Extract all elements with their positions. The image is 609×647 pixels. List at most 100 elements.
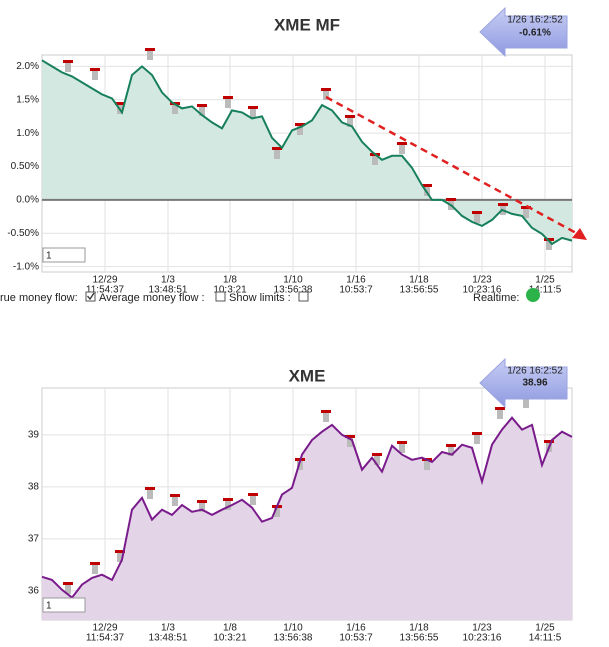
checkbox[interactable] [85, 291, 96, 302]
event-flag [372, 453, 382, 456]
event-flag [145, 48, 155, 51]
checkbox[interactable] [298, 291, 309, 302]
trend-arrowhead [572, 228, 587, 240]
x-tick-label: 1/23 [472, 623, 492, 634]
event-flag [272, 147, 282, 150]
x-tick-label: 1/16 [346, 623, 366, 634]
event-flag [321, 88, 331, 91]
event-flag-stem [297, 460, 303, 470]
event-flag [197, 500, 207, 503]
y-tick-label: 1.5% [16, 94, 39, 105]
y-tick-label: 36 [28, 586, 40, 597]
badge-date: 1/26 16:2:52 [507, 366, 563, 377]
chart-title: XME [289, 366, 326, 385]
y-tick-label: 39 [28, 429, 40, 440]
event-flag-stem [347, 437, 353, 447]
realtime-indicator[interactable] [526, 288, 540, 302]
event-flag-stem [399, 443, 405, 453]
x-tick-label: 1/18 [409, 623, 429, 634]
x-tick-label: 1/25 [535, 275, 555, 286]
event-flag-stem [424, 460, 430, 470]
event-flag [248, 106, 258, 109]
x-tick-time: 10:23:16 [463, 285, 502, 296]
control-label: Realtime: [473, 292, 519, 304]
event-flag-stem [250, 495, 256, 505]
x-tick-time: 14:11:5 [529, 633, 562, 644]
event-flag-stem [274, 149, 280, 159]
x-tick-label: 1/8 [223, 623, 237, 634]
event-flag-stem [323, 90, 329, 100]
event-flag-stem [92, 564, 98, 574]
event-flag [446, 444, 456, 447]
y-tick-label: 0.0% [16, 195, 39, 206]
event-flag-stem [147, 50, 153, 60]
y-tick-label: 0.50% [11, 161, 39, 172]
event-flag [90, 562, 100, 565]
x-tick-time: 11:54:37 [86, 285, 125, 296]
x-tick-time: 13:56:55 [400, 285, 439, 296]
event-flag [223, 498, 233, 501]
event-flag [472, 432, 482, 435]
y-tick-label: -1.0% [13, 261, 39, 272]
y-tick-label: 2.0% [16, 61, 39, 72]
event-flag [397, 142, 407, 145]
x-tick-label: 1/18 [409, 275, 429, 286]
input-value[interactable]: 1 [46, 601, 52, 612]
x-tick-time: 13:56:55 [400, 633, 439, 644]
event-flag-stem [448, 446, 454, 456]
x-tick-time: 10:3:21 [213, 633, 247, 644]
event-flag-stem [372, 155, 378, 165]
event-flag [295, 123, 305, 126]
control-label: Show limits : [229, 292, 291, 304]
event-flag [446, 198, 456, 201]
badge-shape [479, 357, 568, 409]
badge-value: -0.61% [519, 28, 551, 39]
event-flag-stem [523, 208, 529, 218]
event-flag [544, 238, 554, 241]
event-flag [397, 441, 407, 444]
event-flag-stem [225, 98, 231, 108]
input-box[interactable] [42, 597, 86, 613]
input-value[interactable]: 1 [46, 251, 52, 262]
x-tick-label: 1/8 [223, 275, 237, 286]
badge-date: 1/26 16:2:52 [507, 15, 563, 26]
x-tick-time: 13:56:38 [274, 633, 313, 644]
event-flag-stem [546, 240, 552, 250]
x-tick-time: 11:54:37 [86, 633, 125, 644]
x-tick-time: 10:3:21 [213, 285, 247, 296]
x-tick-time: 10:53:7 [339, 633, 373, 644]
y-tick-label: 1.0% [16, 128, 39, 139]
checkmark [87, 292, 95, 301]
event-flag [422, 184, 432, 187]
line [41, 59, 573, 246]
event-flag [248, 493, 258, 496]
event-flag-stem [399, 144, 405, 154]
x-tick-label: 12/29 [92, 275, 117, 286]
event-flag [472, 211, 482, 214]
event-flag-stem [172, 104, 178, 114]
x-tick-time: 10:53:7 [339, 285, 373, 296]
input-box[interactable] [42, 247, 86, 263]
x-tick-time: 10:23:16 [463, 633, 502, 644]
checkbox[interactable] [215, 291, 226, 302]
control-label: Average money flow : [99, 292, 205, 304]
event-flag [115, 102, 125, 105]
event-flag-stem [497, 409, 503, 419]
event-flag [345, 435, 355, 438]
x-tick-label: 1/16 [346, 275, 366, 286]
event-flag-stem [347, 117, 353, 127]
event-flag-stem [65, 584, 71, 594]
event-flag-stem [323, 412, 329, 422]
x-tick-label: 1/10 [283, 275, 303, 286]
event-flag [63, 582, 73, 585]
x-tick-label: 1/10 [283, 623, 303, 634]
event-flag [321, 410, 331, 413]
event-flag [115, 550, 125, 553]
event-flag-stem [65, 62, 71, 72]
event-flag [498, 203, 508, 206]
event-flag-stem [274, 507, 280, 517]
x-tick-label: 12/29 [92, 623, 117, 634]
event-flag-stem [225, 500, 231, 510]
event-flag [170, 494, 180, 497]
